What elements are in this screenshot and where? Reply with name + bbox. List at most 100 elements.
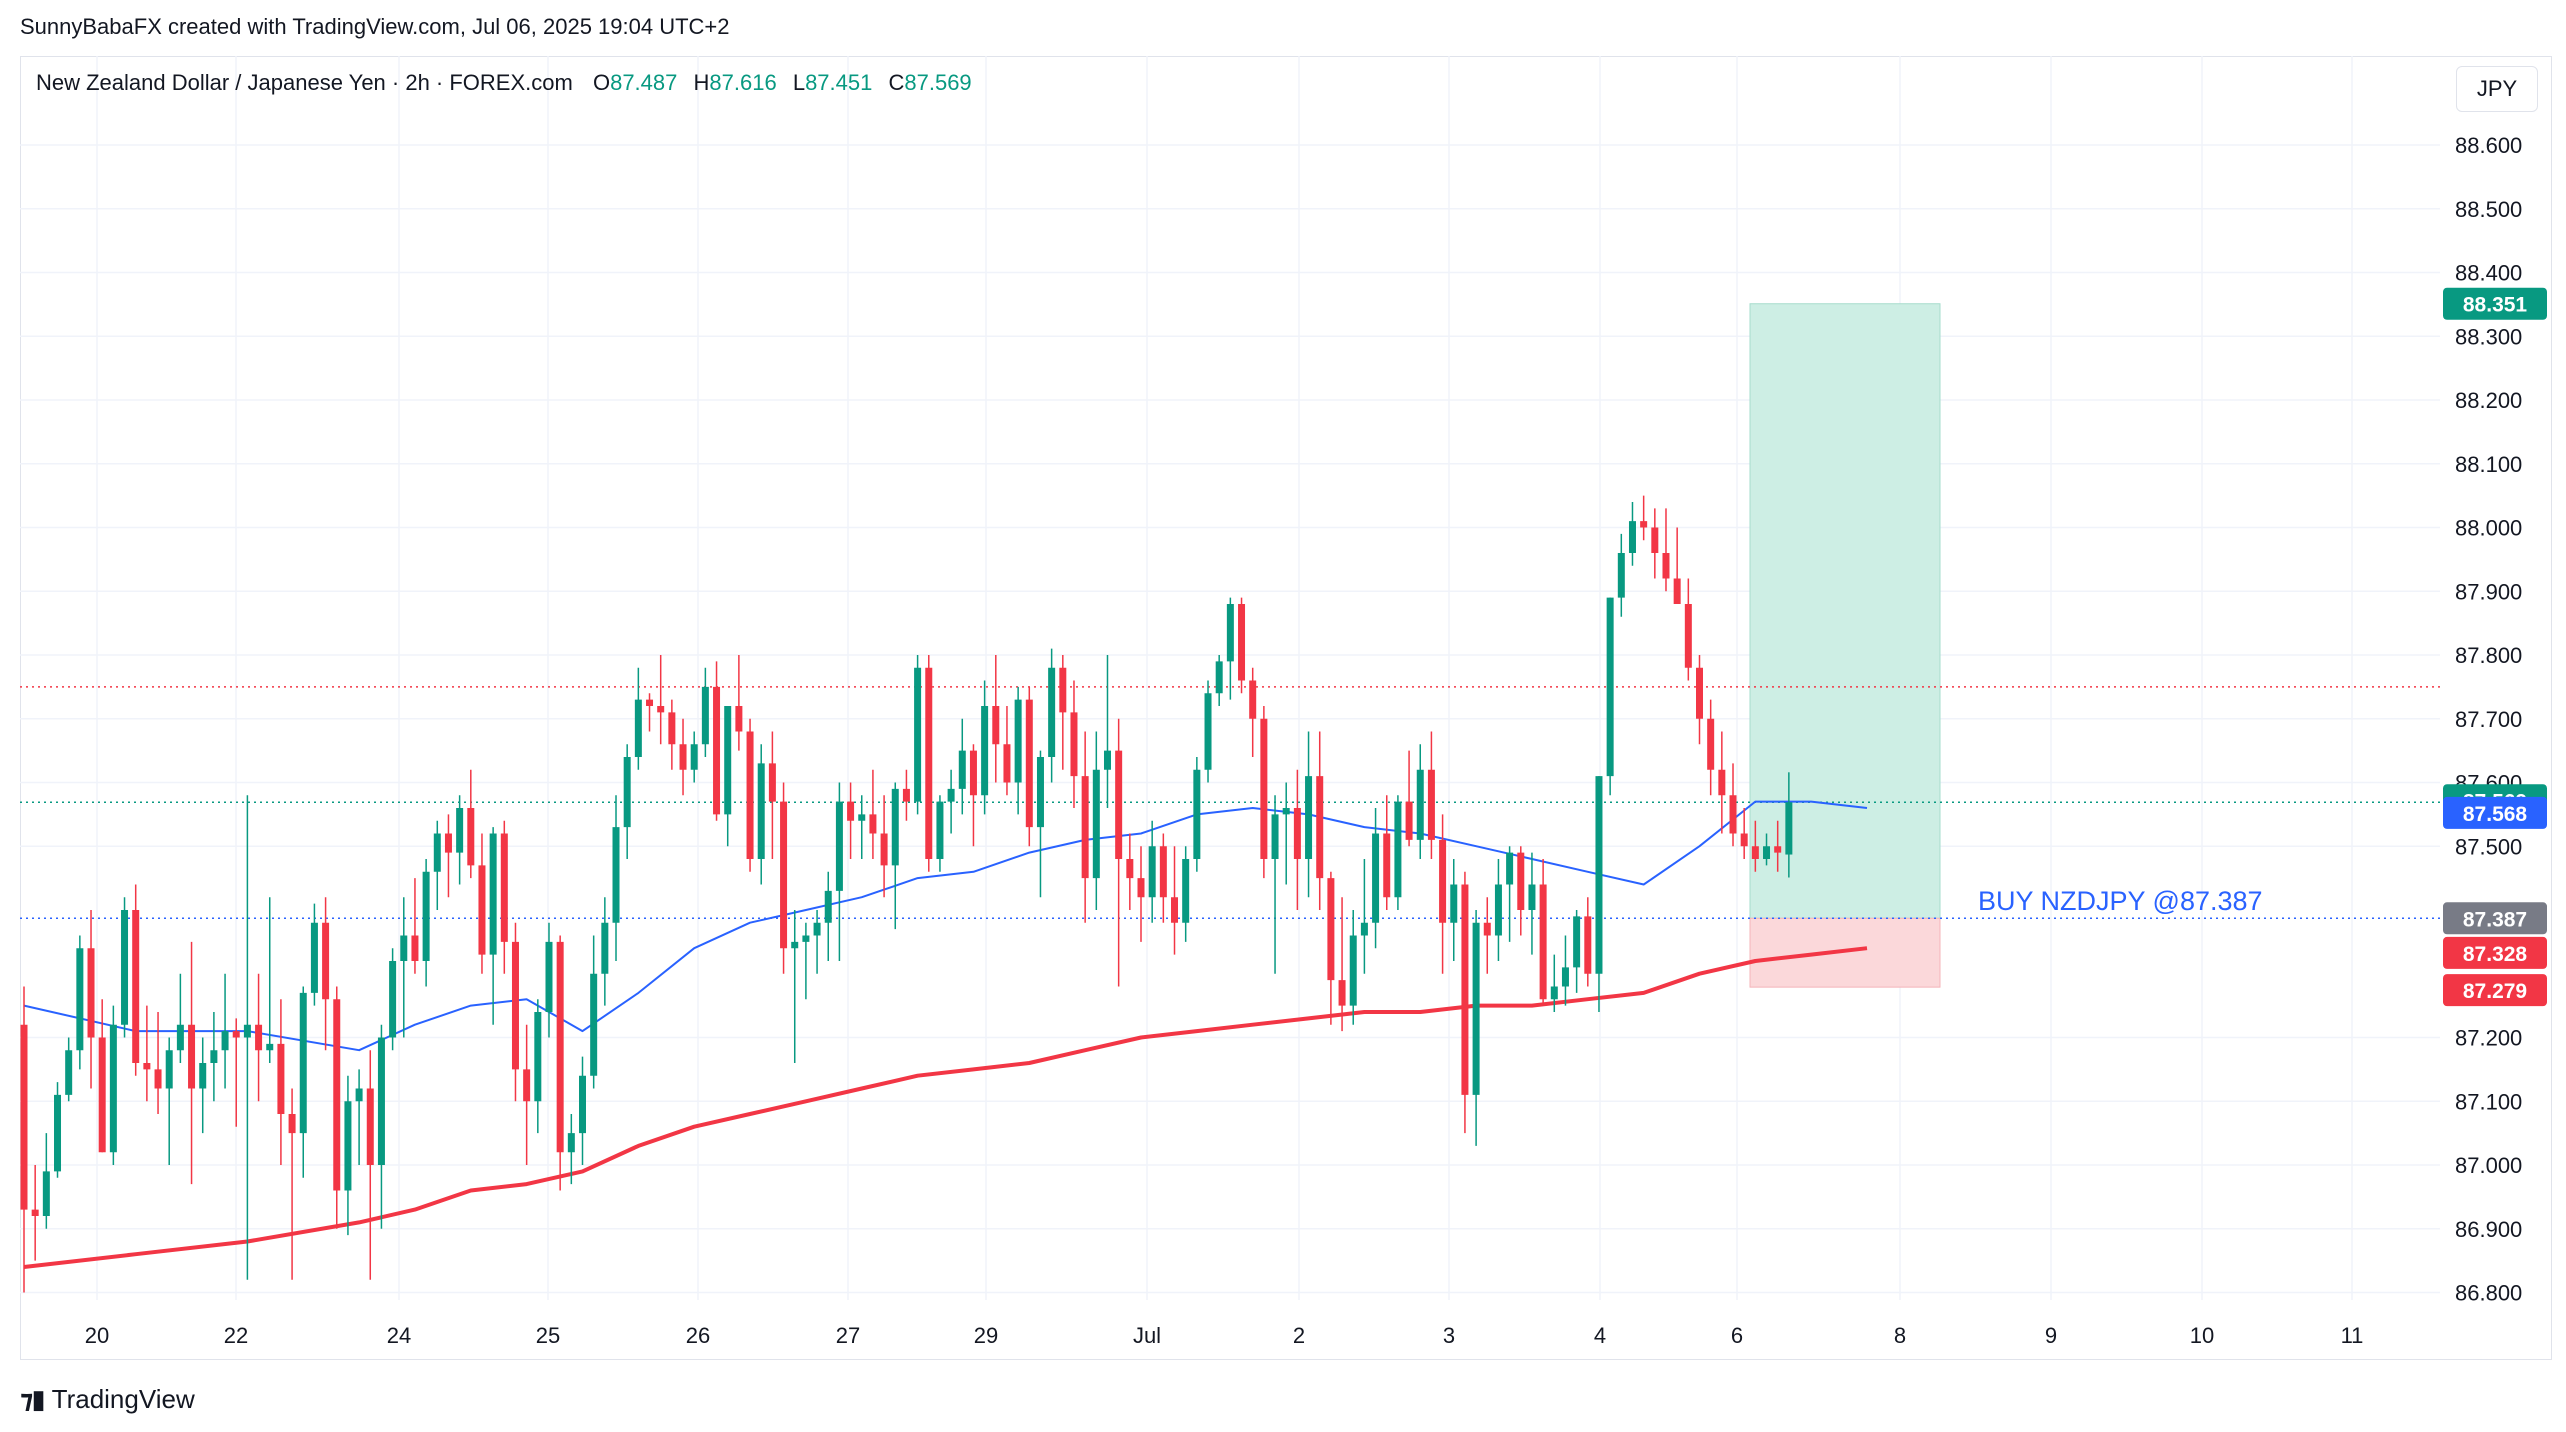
candle-body [1014, 699, 1022, 783]
candle-136 [1539, 859, 1547, 1006]
candle-body [165, 1050, 173, 1089]
candle-body [1439, 839, 1447, 923]
y-tick-label: 88.600 [2455, 133, 2522, 158]
candle-body [1494, 884, 1502, 936]
candle-39 [456, 795, 464, 885]
candle-body [713, 686, 721, 815]
candle-body [1528, 884, 1536, 910]
candle-32 [377, 1024, 385, 1229]
candle-117 [1327, 871, 1335, 1025]
candle-body [969, 750, 977, 796]
candle-body [1070, 712, 1078, 777]
candle-body [1718, 769, 1726, 796]
candle-body [1584, 916, 1592, 974]
candle-134 [1517, 846, 1525, 936]
x-tick-label: 6 [1731, 1323, 1743, 1348]
y-tick-label: 88.400 [2455, 261, 2522, 286]
candle-body [1182, 859, 1190, 923]
candle-94 [1070, 680, 1078, 808]
symbol-name: New Zealand Dollar / Japanese Yen · 2h ·… [36, 70, 573, 95]
price-label-bg [2443, 936, 2547, 969]
candle-145 [1640, 495, 1648, 541]
candle-body [500, 833, 508, 942]
y-tick-label: 87.000 [2455, 1153, 2522, 1178]
candle-body [1673, 578, 1681, 604]
price-label-bg [2443, 287, 2547, 320]
candle-body [310, 922, 318, 993]
x-tick-label: 4 [1594, 1323, 1606, 1348]
candle-body [1115, 750, 1123, 859]
tradingview-brand[interactable]: ⁊▮ TradingView [20, 1384, 195, 1415]
candle-body [958, 750, 966, 789]
candle-body [243, 1024, 251, 1038]
y-tick-label: 87.200 [2455, 1026, 2522, 1051]
candle-10 [132, 884, 140, 1076]
candle-body [1215, 661, 1223, 694]
close-label: C [888, 70, 905, 95]
candle-body [333, 999, 341, 1191]
candle-body [545, 941, 553, 1012]
candle-110 [1249, 667, 1257, 757]
candle-42 [489, 827, 497, 1025]
candle-body [143, 1063, 151, 1070]
candle-body [523, 1069, 531, 1102]
price-label-text: 87.568 [2463, 803, 2528, 826]
x-tick-label: 24 [387, 1323, 411, 1348]
currency-button[interactable]: JPY [2456, 66, 2538, 112]
candle-body [590, 973, 598, 1076]
candle-36 [422, 859, 430, 987]
candle-body [1383, 833, 1391, 898]
candle-body [1763, 846, 1771, 859]
candle-99 [1126, 833, 1134, 910]
candle-151 [1707, 699, 1715, 796]
y-tick-label: 87.900 [2455, 579, 2522, 604]
x-tick-label: 10 [2190, 1323, 2214, 1348]
candle-body [567, 1133, 575, 1153]
low-value: 87.451 [805, 70, 873, 95]
candle-13 [165, 1037, 173, 1165]
candle-body [511, 941, 519, 1070]
candle-body [1360, 922, 1368, 936]
y-tick-label: 88.200 [2455, 388, 2522, 413]
candle-69 [791, 910, 799, 1063]
y-tick-label: 88.000 [2455, 516, 2522, 541]
low-label: L [792, 70, 806, 95]
candle-body [1785, 802, 1793, 855]
candle-81 [925, 655, 933, 872]
candle-body [1483, 922, 1491, 936]
x-tick-label: 27 [836, 1323, 860, 1348]
candle-body [1539, 884, 1547, 1000]
candle-15 [188, 941, 196, 1185]
candle-body [20, 1024, 28, 1210]
candle-23 [277, 999, 285, 1165]
candle-83 [947, 769, 955, 834]
candle-body [87, 948, 95, 1038]
candle-128 [1450, 859, 1458, 961]
candle-body [634, 699, 642, 757]
candle-6 [87, 910, 95, 1089]
candle-body [880, 833, 888, 866]
candle-30 [355, 1069, 363, 1165]
candle-75 [858, 795, 866, 859]
candle-14 [176, 973, 184, 1063]
candle-62 [713, 661, 721, 821]
candle-46 [534, 999, 542, 1134]
candle-body [132, 910, 140, 1063]
candle-143 [1617, 533, 1625, 617]
candle-55 [634, 667, 642, 770]
candle-26 [310, 903, 318, 1006]
candle-body [210, 1050, 218, 1063]
candle-body [322, 922, 330, 1000]
candle-body [1059, 667, 1067, 713]
candle-129 [1461, 871, 1469, 1134]
candle-31 [366, 1050, 374, 1280]
candle-63 [724, 706, 732, 847]
candle-body [556, 941, 564, 1153]
level-lines [20, 686, 2440, 920]
candle-body [1561, 967, 1569, 987]
x-tick-label: 11 [2341, 1323, 2364, 1348]
price-label-text: 87.328 [2463, 943, 2528, 966]
candle-150 [1696, 655, 1703, 745]
candle-153 [1729, 763, 1737, 847]
